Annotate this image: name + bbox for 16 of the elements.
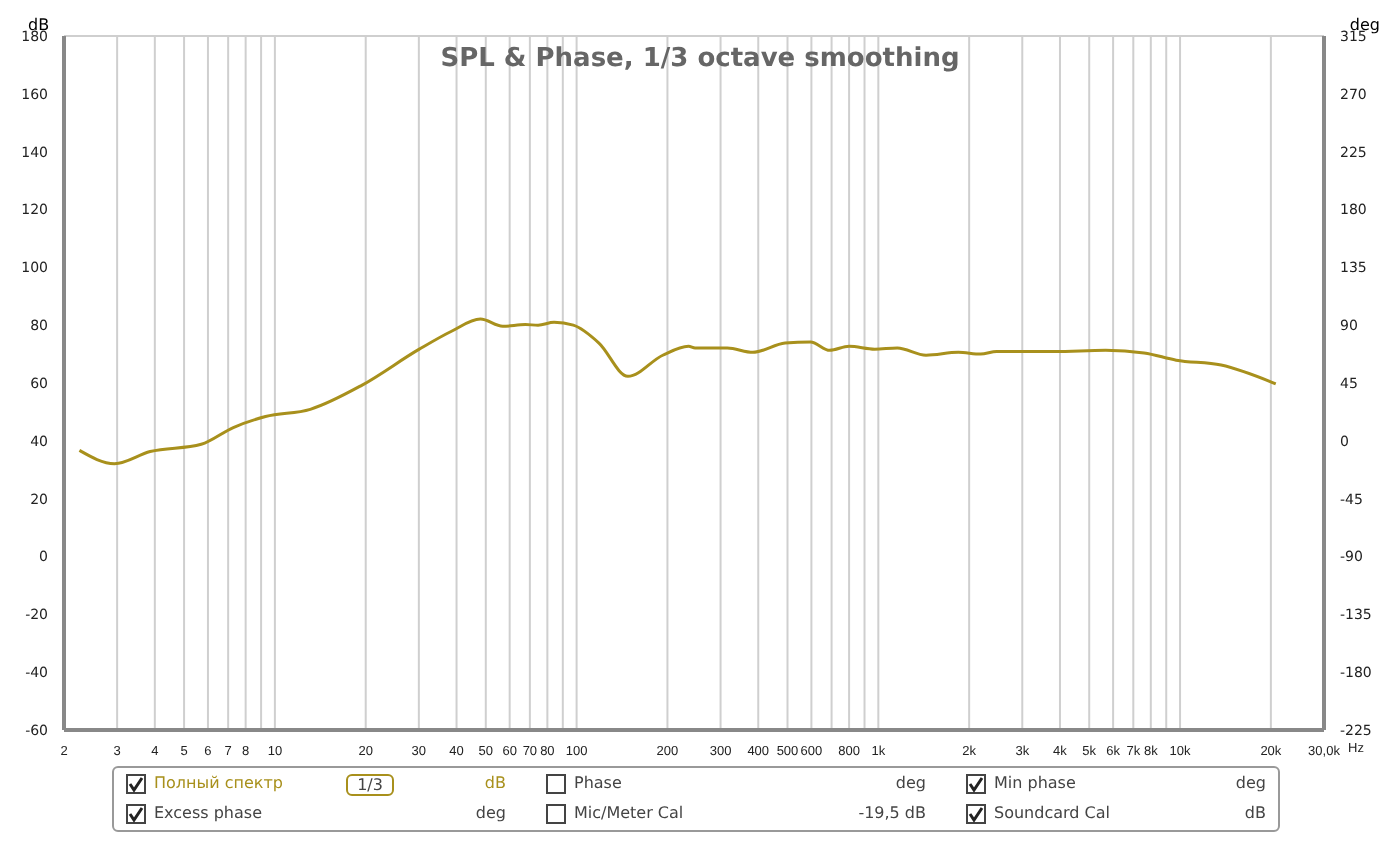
- text: 1/3: [346, 774, 394, 796]
- text: Min phase: [992, 774, 1078, 796]
- y-axis-title: dB: [28, 16, 50, 34]
- text: deg: [893, 774, 926, 796]
- text: Mic/Meter Cal: [572, 804, 686, 824]
- text: Soundcard Cal: [992, 804, 1112, 824]
- text: deg: [473, 804, 506, 824]
- chart-title: SPL & Phase, 1/3 octave smoothing: [438, 44, 962, 74]
- text: Excess phase: [152, 804, 264, 824]
- text: -19,5 dB: [856, 804, 926, 824]
- y2-axis-title: deg: [1349, 16, 1380, 34]
- text: Полный спектр: [152, 774, 285, 796]
- text: Phase: [572, 774, 624, 796]
- text: dB: [482, 774, 506, 796]
- text: deg: [1233, 774, 1266, 796]
- text: dB: [1242, 804, 1266, 824]
